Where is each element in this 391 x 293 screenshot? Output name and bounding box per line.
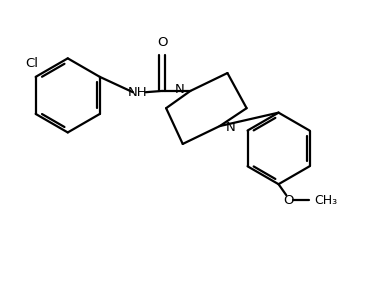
Text: O: O bbox=[157, 36, 167, 49]
Text: O: O bbox=[283, 194, 294, 207]
Text: NH: NH bbox=[128, 86, 148, 99]
Text: N: N bbox=[226, 121, 236, 134]
Text: CH₃: CH₃ bbox=[314, 194, 337, 207]
Text: Cl: Cl bbox=[25, 57, 38, 71]
Text: N: N bbox=[174, 83, 184, 96]
